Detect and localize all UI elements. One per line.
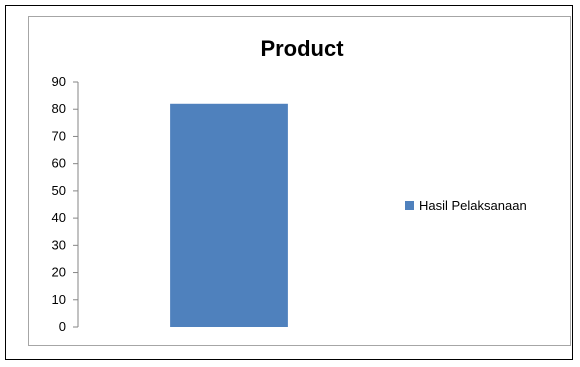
chart-area	[28, 16, 571, 346]
bars	[170, 103, 288, 328]
legend-label: Hasil Pelaksanaan	[419, 198, 527, 213]
y-axis-ticks: 0 10 20 30 40 50 60 70 80 90	[52, 74, 78, 334]
legend: Hasil Pelaksanaan	[405, 198, 527, 213]
y-tick-label: 30	[52, 237, 66, 252]
legend-swatch	[405, 201, 414, 210]
y-tick-label: 80	[52, 101, 66, 116]
y-tick-label: 10	[52, 292, 66, 307]
chart-title: Product	[260, 36, 344, 61]
y-tick-label: 20	[52, 265, 66, 280]
y-tick-label: 70	[52, 128, 66, 143]
bar	[170, 103, 288, 328]
y-tick-label: 60	[52, 156, 66, 171]
y-tick-label: 50	[52, 183, 66, 198]
y-tick-label: 90	[52, 74, 66, 89]
y-tick-label: 0	[59, 319, 66, 334]
y-tick-label: 40	[52, 210, 66, 225]
